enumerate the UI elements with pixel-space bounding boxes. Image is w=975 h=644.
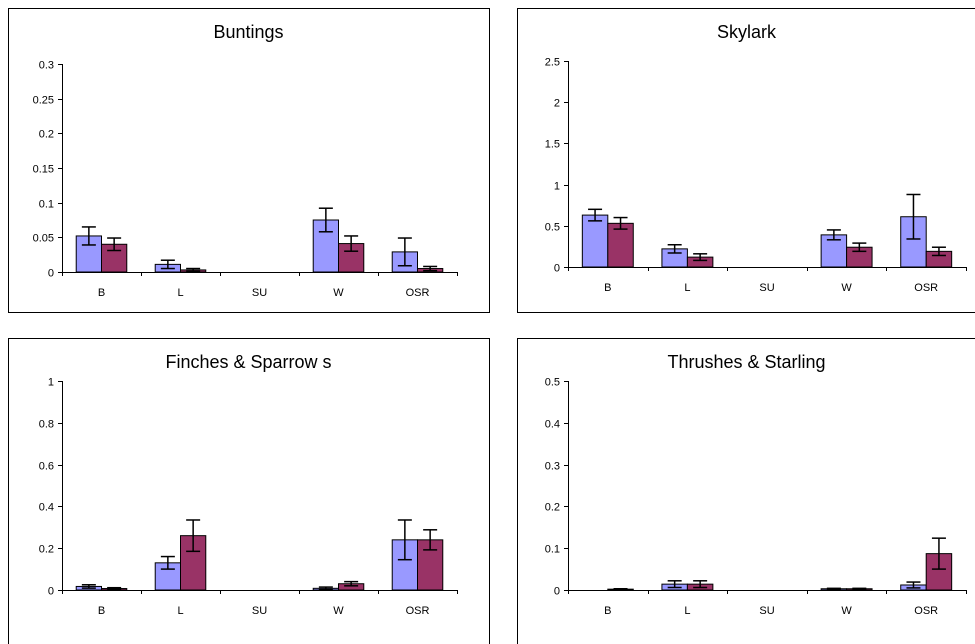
chart-panel-0: Buntings 0 0.05 0.1 0.15 0.2 0.25 0.3 B L SU W OSR [8, 8, 490, 313]
chart-frame [8, 338, 490, 644]
y-tick-label: 0 [554, 586, 560, 598]
bar-series-2 [338, 243, 365, 273]
y-tick-label: 0.5 [545, 222, 560, 234]
x-tick-label: OSR [914, 282, 938, 294]
x-tick-label: OSR [406, 605, 430, 617]
y-tick-label: 0.4 [545, 419, 560, 431]
chart-panel-3: Thrushes & Starling 0 0.1 0.2 0.3 0.4 0.5 B L SU W… [517, 338, 975, 644]
chart-title: Finches & Sparrow s [165, 352, 331, 372]
y-tick-label: 0.5 [545, 377, 560, 389]
y-tick-label: 1 [48, 377, 54, 389]
bar-series-1 [581, 214, 609, 268]
chart-title: Skylark [717, 22, 777, 42]
y-tick-label: 2.5 [545, 57, 560, 69]
x-tick-label: L [177, 605, 183, 617]
chart-title: Thrushes & Starling [667, 352, 825, 372]
y-tick-label: 0.8 [39, 419, 54, 431]
x-tick-label: L [684, 605, 690, 617]
x-tick-label: B [604, 605, 611, 617]
x-tick-label: W [841, 605, 852, 617]
x-tick-label: B [98, 287, 105, 299]
x-tick-label: SU [252, 605, 267, 617]
x-tick-label: SU [759, 605, 774, 617]
y-tick-label: 0.4 [39, 502, 54, 514]
y-tick-label: 0 [48, 586, 54, 598]
y-tick-label: 0.2 [545, 502, 560, 514]
x-tick-label: B [604, 282, 611, 294]
x-tick-label: L [177, 287, 183, 299]
x-tick-label: W [841, 282, 852, 294]
y-tick-label: 0.2 [39, 129, 54, 141]
y-tick-label: 0.3 [545, 461, 560, 473]
y-tick-label: 0.2 [39, 544, 54, 556]
x-tick-label: W [333, 605, 344, 617]
y-tick-label: 0.6 [39, 461, 54, 473]
x-tick-label: W [333, 287, 344, 299]
x-tick-label: SU [252, 287, 267, 299]
x-tick-label: SU [759, 282, 774, 294]
chart-panel-2: Finches & Sparrow s 0 0.2 0.4 0.6 0.8 1 B L SU W OS… [8, 338, 490, 644]
x-tick-label: B [98, 605, 105, 617]
y-tick-label: 1 [554, 181, 560, 193]
bar-series-2 [607, 222, 634, 268]
y-tick-label: 0.15 [33, 164, 54, 176]
y-tick-label: 0.3 [39, 60, 54, 72]
x-tick-label: L [684, 282, 690, 294]
x-tick-label: OSR [914, 605, 938, 617]
y-tick-label: 2 [554, 98, 560, 110]
y-tick-label: 0.05 [33, 233, 54, 245]
chart-panel-1: Skylark 0 0.5 1 1.5 2 2.5 B L SU W OSR [517, 8, 975, 313]
chart-title: Buntings [213, 22, 283, 42]
y-tick-label: 0 [48, 268, 54, 280]
y-tick-label: 0 [554, 263, 560, 275]
y-tick-label: 0.1 [545, 544, 560, 556]
y-tick-label: 1.5 [545, 139, 560, 151]
chart-frame [517, 338, 975, 644]
x-tick-label: OSR [406, 287, 430, 299]
y-tick-label: 0.25 [33, 95, 54, 107]
y-tick-label: 0.1 [39, 199, 54, 211]
